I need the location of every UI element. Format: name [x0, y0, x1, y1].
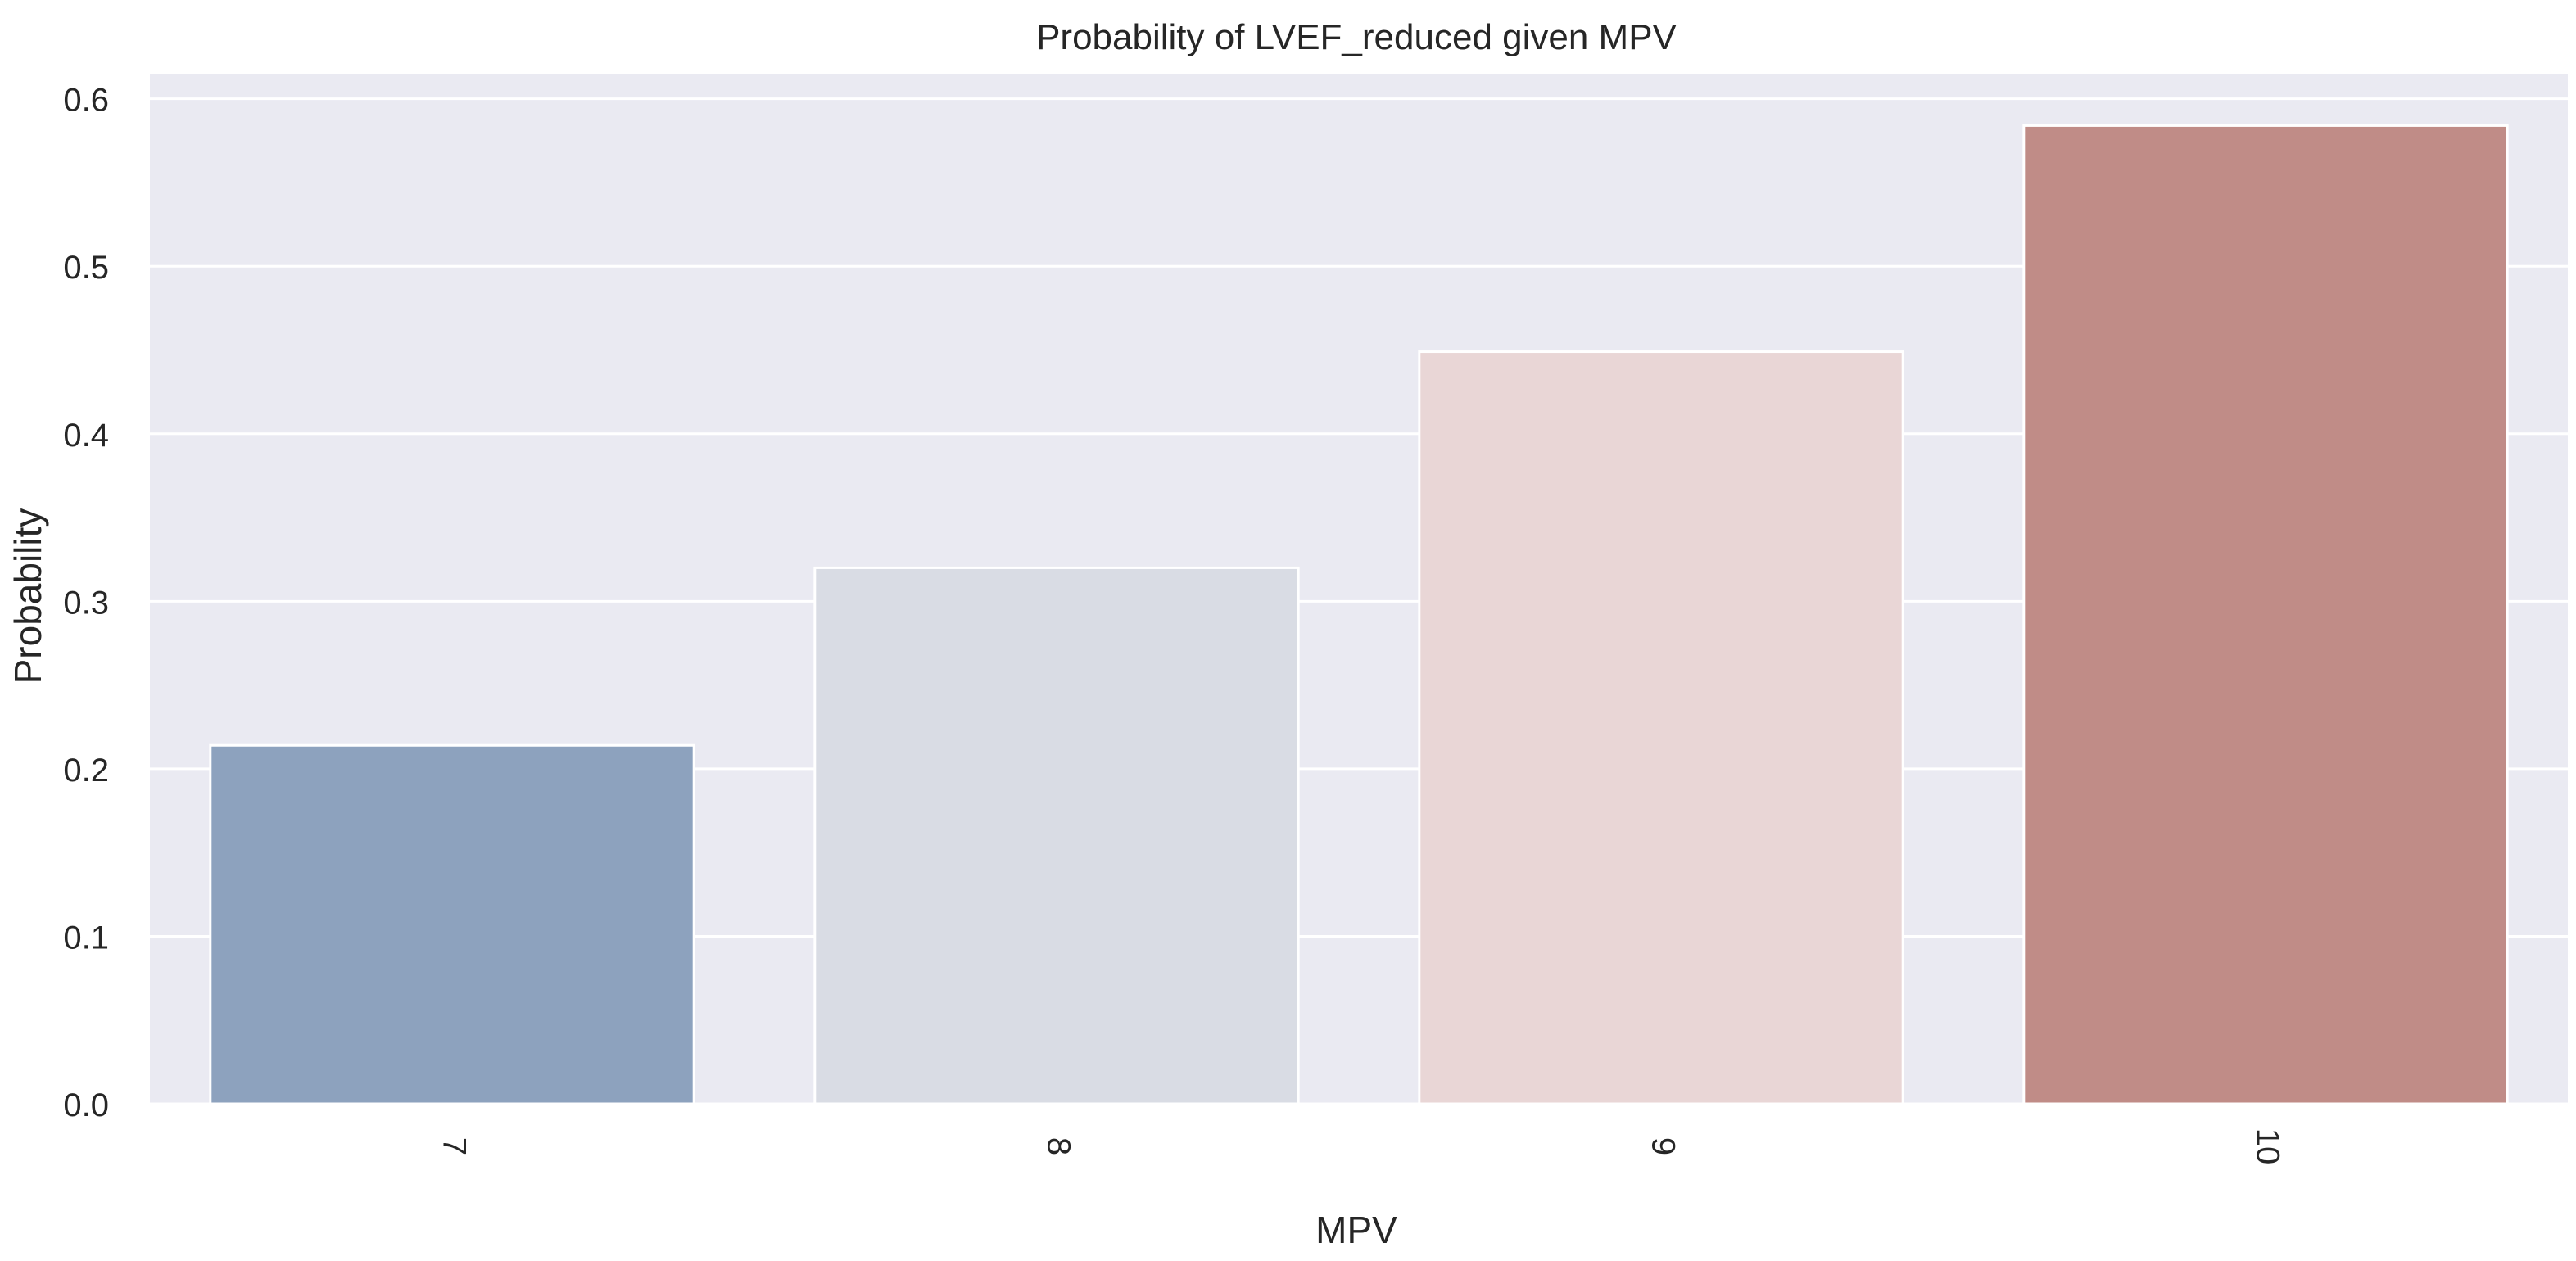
bar-7: [209, 743, 695, 1105]
y-axis-label: Probability: [7, 508, 49, 685]
bar-9: [1418, 350, 1904, 1105]
bar-10: [2022, 124, 2509, 1105]
x-tick-label: 7: [436, 1137, 472, 1155]
y-tick-label: 0.2: [63, 753, 109, 789]
x-tick-label: 10: [2249, 1128, 2285, 1165]
y-tick-label: 0.0: [63, 1087, 109, 1123]
y-tick-label: 0.6: [63, 83, 109, 119]
y-tick-label: 0.3: [63, 585, 109, 621]
y-tick-label: 0.4: [63, 418, 109, 454]
bars: [209, 124, 2509, 1105]
y-tick-label: 0.5: [63, 250, 109, 286]
x-tick-label: 9: [1645, 1137, 1681, 1155]
x-tick-labels: 7 8 9 10: [436, 1128, 2285, 1165]
y-tick-label: 0.1: [63, 920, 109, 956]
bar-8: [813, 566, 1300, 1105]
x-tick-label: 8: [1040, 1137, 1076, 1155]
chart-title: Probability of LVEF_reduced given MPV: [1036, 17, 1677, 57]
x-axis-label: MPV: [1315, 1209, 1397, 1251]
y-tick-labels: 0.0 0.1 0.2 0.3 0.4 0.5 0.6: [63, 83, 109, 1123]
